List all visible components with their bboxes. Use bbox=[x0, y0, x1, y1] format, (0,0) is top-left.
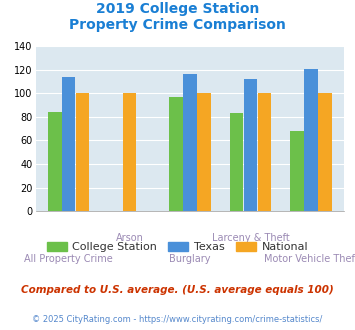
Bar bbox=[76, 93, 89, 211]
Bar bbox=[197, 93, 211, 211]
Bar bbox=[258, 93, 271, 211]
Text: Larceny & Theft: Larceny & Theft bbox=[212, 233, 289, 243]
Bar bbox=[123, 93, 136, 211]
Bar bbox=[62, 77, 76, 211]
Text: © 2025 CityRating.com - https://www.cityrating.com/crime-statistics/: © 2025 CityRating.com - https://www.city… bbox=[32, 315, 323, 324]
Text: Arson: Arson bbox=[115, 233, 143, 243]
Text: All Property Crime: All Property Crime bbox=[24, 254, 113, 264]
Bar bbox=[304, 69, 318, 211]
Text: Compared to U.S. average. (U.S. average equals 100): Compared to U.S. average. (U.S. average … bbox=[21, 285, 334, 295]
Text: Burglary: Burglary bbox=[169, 254, 211, 264]
Bar bbox=[48, 112, 61, 211]
Bar bbox=[290, 131, 304, 211]
Text: Property Crime Comparison: Property Crime Comparison bbox=[69, 18, 286, 32]
Legend: College Station, Texas, National: College Station, Texas, National bbox=[43, 238, 312, 257]
Bar bbox=[244, 79, 257, 211]
Text: Motor Vehicle Theft: Motor Vehicle Theft bbox=[264, 254, 355, 264]
Bar bbox=[318, 93, 332, 211]
Text: 2019 College Station: 2019 College Station bbox=[96, 2, 259, 16]
Bar bbox=[169, 97, 183, 211]
Bar bbox=[230, 114, 243, 211]
Bar bbox=[183, 75, 197, 211]
